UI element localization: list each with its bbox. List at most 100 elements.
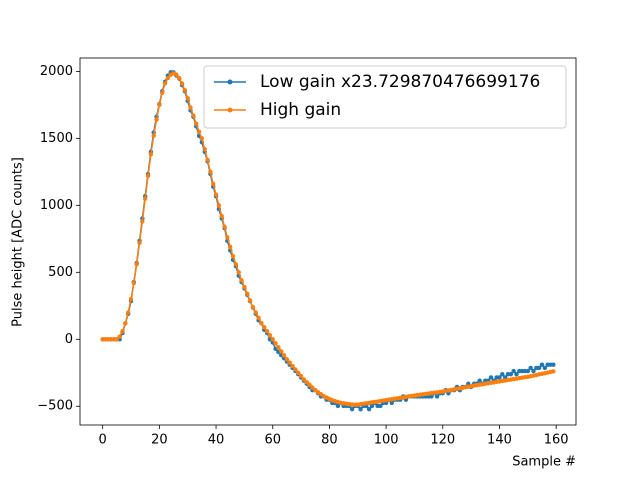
point: [301, 377, 307, 382]
point: [233, 262, 239, 267]
point: [185, 95, 190, 101]
y-tick-label: 2000: [40, 64, 73, 79]
point: [551, 369, 556, 374]
point: [262, 325, 267, 330]
point: [349, 406, 355, 412]
x-axis-label: Sample #: [512, 455, 576, 470]
legend-marker: [227, 107, 233, 113]
x-tick-label: 20: [151, 433, 168, 448]
point: [511, 368, 516, 374]
point: [196, 129, 202, 134]
point: [287, 360, 292, 365]
point: [236, 270, 241, 275]
x-tick-label: 160: [544, 433, 569, 448]
point: [531, 368, 536, 374]
point: [114, 337, 120, 342]
y-tick-label: −500: [37, 399, 73, 414]
x-tick-label: 140: [487, 433, 512, 448]
point: [253, 310, 258, 315]
point: [284, 357, 290, 362]
x-tick-label: 0: [99, 433, 107, 448]
point: [247, 298, 253, 303]
point: [310, 385, 315, 390]
point: [165, 75, 171, 81]
point: [264, 329, 270, 334]
series: [100, 71, 556, 407]
point: [298, 373, 304, 379]
plot-frame: [79, 57, 577, 426]
point: [202, 146, 207, 152]
x-tick-label: 40: [208, 433, 225, 448]
point: [145, 173, 151, 179]
point: [191, 113, 196, 118]
point: [228, 244, 233, 250]
x-tick-label: 60: [264, 433, 281, 448]
point: [162, 81, 168, 86]
point: [157, 102, 162, 108]
point: [140, 219, 145, 224]
point: [125, 310, 131, 315]
point: [378, 403, 383, 409]
x-tick-label: 100: [374, 433, 399, 448]
point: [267, 333, 273, 338]
point: [488, 375, 494, 380]
point: [151, 133, 156, 138]
point: [366, 406, 372, 412]
point: [434, 394, 440, 399]
point: [256, 315, 261, 321]
point: [500, 372, 505, 377]
x-tick-label: 120: [430, 433, 455, 448]
point: [208, 169, 213, 175]
point: [429, 394, 434, 399]
point: [211, 181, 216, 187]
legend-label: High gain: [260, 100, 341, 120]
point: [270, 337, 275, 342]
point: [304, 379, 309, 385]
point: [222, 224, 227, 229]
point: [142, 196, 148, 201]
point: [219, 213, 224, 219]
x-tick-label: 80: [321, 433, 338, 448]
point: [369, 403, 375, 409]
point: [230, 254, 236, 259]
point: [154, 117, 159, 122]
legend-label: Low gain x23.729870476699176: [260, 72, 540, 92]
point: [514, 372, 519, 377]
point: [358, 406, 363, 412]
point: [497, 375, 502, 380]
point: [279, 349, 284, 354]
point: [539, 362, 545, 367]
point: [216, 203, 222, 208]
point: [259, 321, 264, 326]
y-tick-label: 1500: [40, 131, 73, 146]
point: [389, 400, 394, 406]
y-axis-label: Pulse height [ADC counts]: [11, 157, 26, 327]
point: [148, 152, 154, 157]
point: [477, 378, 482, 383]
point: [281, 353, 287, 358]
point: [128, 296, 134, 302]
point: [182, 87, 188, 93]
point: [194, 121, 199, 126]
point: [307, 382, 312, 388]
point: [117, 334, 122, 339]
point: [335, 403, 341, 409]
point: [177, 75, 182, 81]
point: [551, 362, 556, 367]
point: [273, 341, 278, 346]
point: [276, 345, 281, 350]
legend-box: [203, 65, 567, 129]
point: [134, 262, 139, 267]
point: [542, 365, 548, 371]
point: [188, 105, 193, 110]
point: [137, 240, 142, 246]
point: [239, 278, 244, 283]
point: [296, 370, 301, 375]
point: [242, 284, 247, 290]
point: [131, 280, 137, 286]
point: [205, 157, 210, 162]
point: [290, 363, 295, 369]
y-tick-label: 500: [48, 265, 73, 280]
legend: Low gain x23.729870476699176 High gain: [203, 65, 567, 129]
